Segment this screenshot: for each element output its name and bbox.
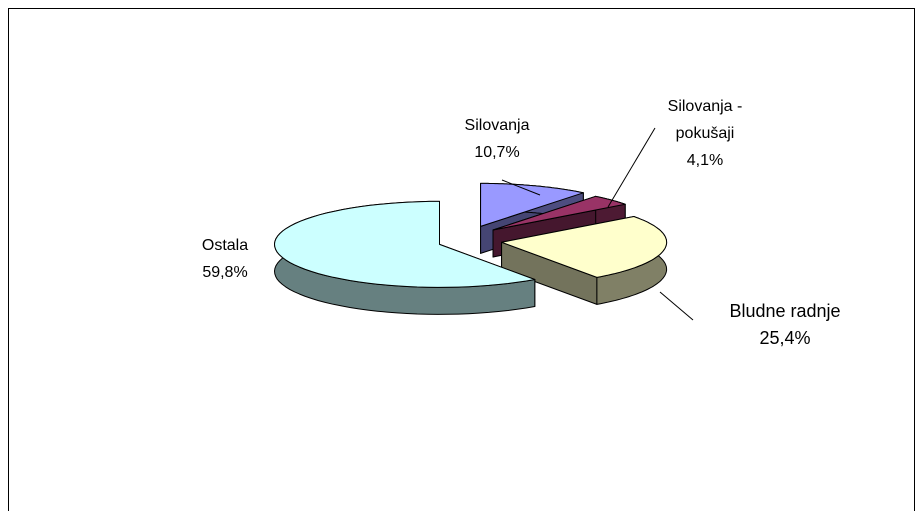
category-label: Bludne radnje — [729, 301, 841, 321]
slice-top — [501, 216, 668, 278]
pie-slice — [274, 200, 536, 315]
category-label: Silovanja - pokušaji — [667, 98, 743, 142]
data-label: Silovanja - pokušaji 4,1% — [650, 93, 760, 174]
leader-line — [607, 127, 656, 208]
leader-line — [501, 179, 541, 196]
value-label: 10,7% — [474, 144, 520, 161]
data-label: Ostala 59,8% — [175, 232, 275, 286]
data-label: Bludne radnje 25,4% — [690, 298, 880, 352]
slice-top — [492, 195, 626, 231]
category-label: Ostala — [201, 237, 249, 254]
pie-slice — [501, 216, 668, 305]
value-label: 4,1% — [686, 152, 724, 169]
leader-line — [659, 291, 694, 321]
value-label: 25,4% — [759, 328, 811, 348]
data-label: Silovanja 10,7% — [447, 112, 547, 166]
slice-top — [480, 182, 584, 227]
slice-top — [274, 200, 536, 288]
chart-frame — [8, 8, 915, 511]
value-label: 59,8% — [202, 264, 248, 281]
category-label: Silovanja — [464, 117, 530, 134]
